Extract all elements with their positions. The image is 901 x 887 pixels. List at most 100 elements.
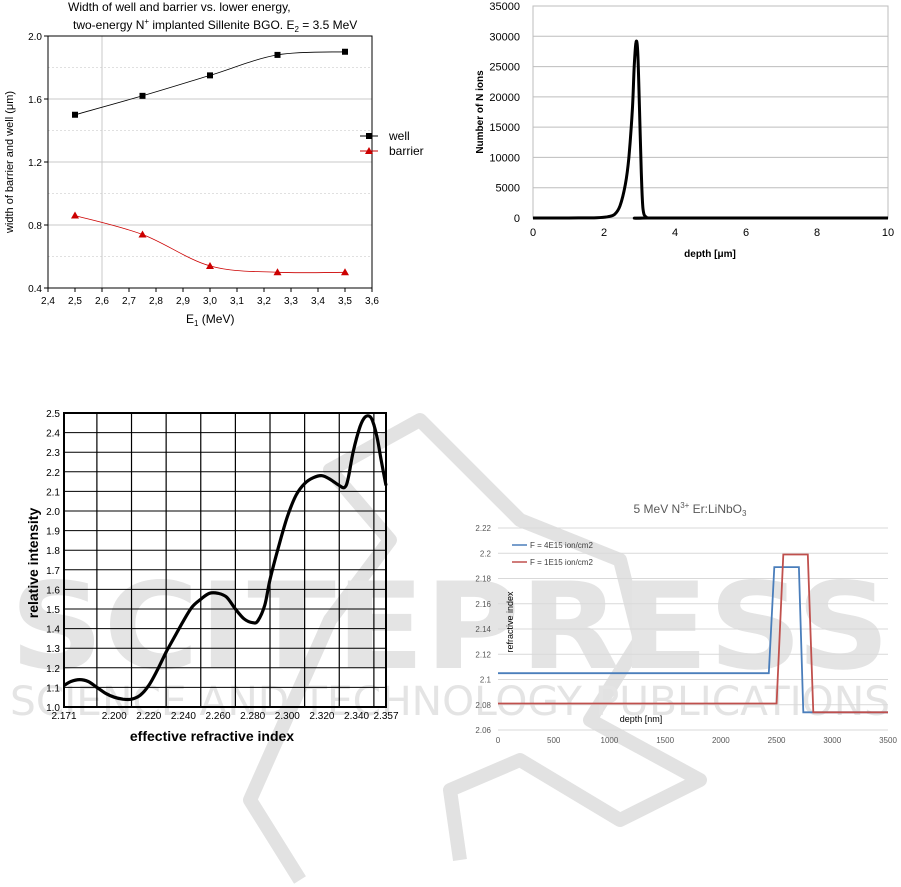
chart-2-y-tick-label: 20000 (489, 92, 520, 104)
chart-4-y-axis-label: refractive index (505, 591, 515, 653)
chart-1-y-tick-label: 1.2 (28, 158, 42, 169)
chart-3-y-tick-label: 1.3 (46, 644, 60, 655)
chart-1-title-line1: Width of well and barrier vs. lower ener… (68, 0, 291, 14)
chart-1-point-well (72, 111, 78, 118)
chart-1-series (71, 48, 349, 276)
chart-1-y-tick-label: 0.8 (28, 221, 42, 232)
chart-3-y-tick-label: 1.5 (46, 605, 60, 616)
chart-4-grid (498, 527, 888, 731)
chart-1-title-part-a: two-energy N (73, 18, 144, 32)
chart-1-x-axis-label: E1 (MeV) (186, 312, 234, 328)
chart-1-x-axis-label-b: (MeV) (198, 312, 234, 326)
chart-2-series (532, 39, 889, 220)
chart-4-y-tick-label: 2.14 (475, 625, 491, 634)
chart-2-x-tick-label: 2 (601, 227, 607, 239)
chart-1-legend-well-label: well (388, 129, 410, 143)
chart-3-y-tick-label: 1.9 (46, 527, 60, 538)
chart-3-y-tick-label: 2.4 (46, 429, 60, 440)
chart-2-x-tick-label: 4 (672, 227, 678, 239)
chart-4-y-tick-label: 2.12 (475, 650, 491, 659)
chart-2-y-tick-label: 0 (514, 213, 520, 225)
chart-1-series-line-well (74, 51, 346, 116)
chart-1-x-axis-label-a: E (186, 312, 194, 326)
chart-1-legend-well-marker (366, 133, 372, 139)
chart-2-y-ticks: 0 5000 10000 15000 20000 25000 30000 35000 (489, 1, 520, 225)
chart-1-x-tick-label: 3,1 (230, 296, 244, 307)
chart-3-relative-intensity: 2.171 2.200 2.220 2.240 2.260 2.280 2.300 2.320… (25, 409, 399, 744)
chart-2-y-tick-label: 5000 (496, 183, 520, 195)
chart-1-point-barrier (138, 230, 147, 238)
chart-1-grid (48, 36, 372, 288)
chart-3-y-tick-label: 2.0 (46, 507, 60, 518)
chart-4-x-tick-label: 1000 (601, 736, 619, 745)
chart-4-title-a: 5 MeV N (634, 502, 681, 516)
chart-3-y-tick-label: 1.8 (46, 546, 60, 557)
chart-4-legend-label-1e15: F = 1E15 ion/cm2 (530, 558, 593, 567)
chart-3-y-tick-label: 2.2 (46, 468, 60, 479)
chart-1-point-well (207, 72, 213, 79)
chart-4-y-tick-label: 2.1 (480, 676, 492, 685)
chart-1-y-tick-label: 1.6 (28, 95, 42, 106)
chart-4-legend-label-4e15: F = 4E15 ion/cm2 (530, 541, 593, 550)
chart-1-x-tick-label: 2,5 (68, 296, 82, 307)
chart-2-y-tick-label: 15000 (489, 122, 520, 134)
chart-4-y-tick-label: 2.2 (480, 549, 492, 558)
chart-4-title-b: Er:LiNbO (689, 502, 742, 516)
chart-2-x-tick-label: 6 (743, 227, 749, 239)
chart-1-x-tick-label: 2,9 (176, 296, 190, 307)
chart-3-x-tick-label: 2.240 (171, 711, 196, 722)
chart-3-x-tick-label: 2.300 (275, 711, 300, 722)
chart-4-x-tick-label: 0 (496, 736, 501, 745)
chart-1-x-tick-label: 3,4 (311, 296, 325, 307)
chart-4-x-tick-label: 500 (547, 736, 561, 745)
chart-4-x-tick-label: 1500 (656, 736, 674, 745)
chart-1-point-barrier (273, 268, 282, 276)
chart-3-y-tick-label: 2.3 (46, 448, 60, 459)
chart-3-y-tick-label: 2.1 (46, 487, 60, 498)
chart-1-x-ticks: 2,4 2,5 2,6 2,7 2,8 2,9 3,0 3,1 3,2 3,3 3,4 3,5 3,6 (41, 288, 379, 307)
chart-3-x-tick-label: 2.200 (102, 711, 127, 722)
chart-1-x-tick-label: 2,7 (122, 296, 136, 307)
chart-4-x-tick-label: 2500 (768, 736, 786, 745)
chart-3-x-axis-label: effective refractive index (130, 728, 294, 744)
chart-1-title-sub: 2 (294, 25, 299, 34)
chart-1-x-tick-label: 2,4 (41, 296, 55, 307)
chart-1-title-part-b: implanted Sillenite BGO. E (149, 18, 294, 32)
chart-3-y-tick-label: 2.5 (46, 409, 60, 420)
chart-1-y-tick-label: 2.0 (28, 32, 42, 43)
chart-4-x-tick-label: 2000 (712, 736, 730, 745)
chart-4-x-tick-label: 3000 (823, 736, 841, 745)
watermark-subtitle: SCIENCE AND TECHNOLOGY PUBLICATIONS (10, 679, 890, 725)
chart-1-x-tick-label: 3,0 (203, 296, 217, 307)
chart-1-y-tick-label: 0.4 (28, 284, 42, 295)
chart-4-y-tick-label: 2.22 (475, 524, 491, 533)
chart-3-y-tick-label: 1.6 (46, 585, 60, 596)
chart-3-series (63, 414, 388, 702)
chart-4-legend: F = 4E15 ion/cm2 F = 1E15 ion/cm2 (512, 541, 593, 567)
chart-1-point-well (274, 51, 281, 58)
chart-1-x-tick-label: 2,6 (95, 296, 109, 307)
chart-4-x-axis-label: depth [nm] (620, 714, 663, 724)
chart-1-legend-barrier-label: barrier (389, 144, 424, 158)
chart-4-y-tick-label: 2.18 (475, 575, 491, 584)
chart-3-y-axis-label: relative intensity (25, 508, 41, 619)
chart-4-x-ticks: 0 500 1000 1500 2000 2500 3000 3500 (496, 736, 898, 745)
chart-2-grid (533, 5, 888, 189)
chart-2-series-line (532, 39, 889, 220)
chart-1-x-tick-label: 3,5 (338, 296, 352, 307)
chart-4-y-ticks: 2.06 2.08 2.1 2.12 2.14 2.16 2.18 2.2 2.22 (475, 524, 491, 735)
chart-3-y-tick-label: 1.7 (46, 566, 60, 577)
chart-1-legend: well barrier (360, 129, 424, 158)
chart-1-x-tick-label: 3,3 (284, 296, 298, 307)
chart-4-title-sup: 3+ (680, 501, 689, 510)
chart-1-x-axis-label-sub: 1 (194, 319, 199, 328)
chart-1-x-tick-label: 3,6 (365, 296, 379, 307)
chart-2-x-tick-label: 10 (882, 227, 894, 239)
chart-3-y-tick-label: 1.4 (46, 625, 60, 636)
chart-1-x-tick-label: 2,8 (149, 296, 163, 307)
chart-4-y-tick-label: 2.06 (475, 726, 491, 735)
chart-2-y-tick-label: 10000 (489, 152, 520, 164)
chart-1-point-well (139, 92, 146, 99)
chart-1-legend-barrier-marker (365, 147, 373, 154)
